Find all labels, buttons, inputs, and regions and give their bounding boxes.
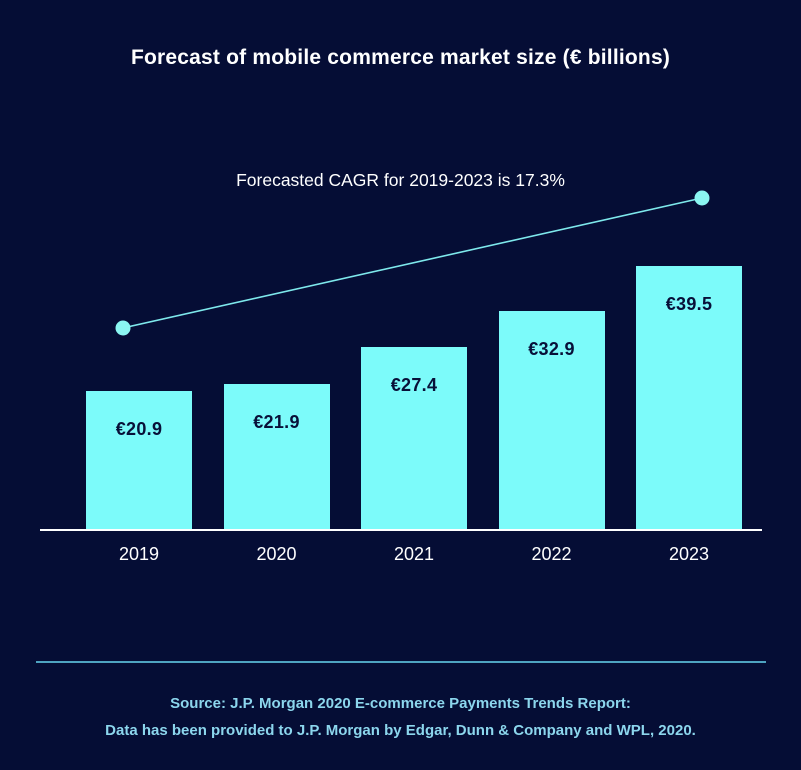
x-tick-2019: 2019 (118, 544, 160, 564)
bar-value-label-2019: €20.9 (115, 419, 163, 439)
source-line-1: Source: J.P. Morgan 2020 E-commerce Paym… (170, 695, 631, 712)
bar-value-label-2022: €32.9 (528, 339, 575, 359)
footer-divider (36, 661, 766, 663)
trend-dot-start (115, 320, 131, 336)
bar-value-label-2023: €39.5 (665, 294, 713, 314)
bar-2022: €32.9 (498, 311, 605, 531)
x-axis-line (40, 529, 762, 531)
x-tick-2020: 2020 (256, 544, 297, 564)
x-tick-2022: 2022 (531, 544, 572, 564)
x-tick-2021: 2021 (393, 544, 435, 564)
trend-line (122, 197, 703, 329)
bar-2020: €21.9 (223, 384, 330, 531)
bar-value-label-2020: €21.9 (253, 412, 300, 432)
bar-2019: €20.9 (86, 391, 192, 531)
chart-title: Forecast of mobile commerce market size … (130, 46, 671, 69)
source-block: Source: J.P. Morgan 2020 E-commerce Paym… (0, 690, 801, 744)
cagr-annotation: Forecasted CAGR for 2019-2023 is 17.3% (236, 170, 565, 190)
bar-value-label-2021: €27.4 (390, 375, 438, 395)
x-tick-2023: 2023 (668, 544, 710, 564)
trend-dot-end (694, 190, 710, 206)
source-line-2: Data has been provided to J.P. Morgan by… (105, 722, 696, 739)
bar-2021: €27.4 (361, 347, 467, 531)
bar-2023: €39.5 (636, 266, 742, 531)
